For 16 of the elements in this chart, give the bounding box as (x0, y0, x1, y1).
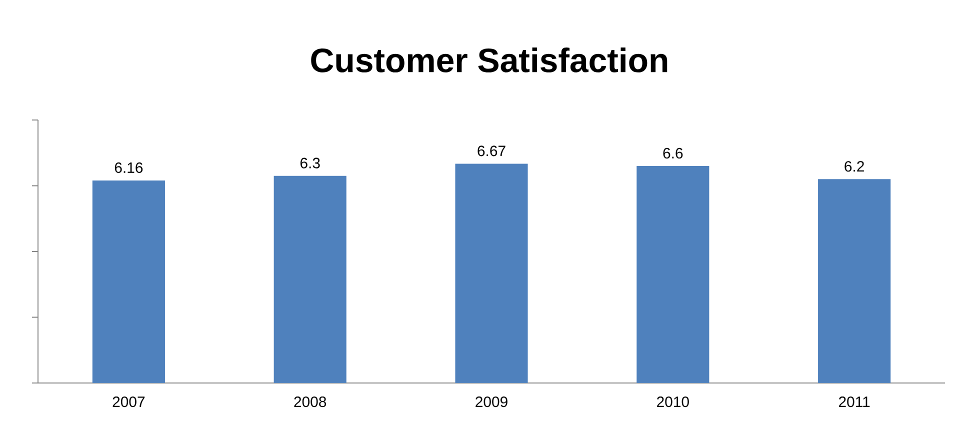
bar (274, 176, 346, 383)
data-label: 6.6 (663, 148, 683, 159)
data-label: 6.2 (844, 161, 864, 172)
bar (455, 164, 528, 383)
x-tick-label: 2011 (838, 396, 870, 408)
x-tick-label: 2007 (112, 396, 145, 408)
data-label: 6.16 (114, 162, 143, 173)
bar (818, 179, 891, 383)
x-tick-label: 2009 (476, 396, 508, 408)
x-tick-label: 2008 (294, 396, 326, 408)
data-label: 6.67 (478, 146, 506, 156)
chart-title: Customer Satisfaction (311, 48, 668, 72)
bar (92, 180, 165, 383)
bar (636, 166, 710, 383)
data-label: 6.3 (300, 158, 320, 168)
x-tick-label: 2010 (657, 396, 689, 408)
